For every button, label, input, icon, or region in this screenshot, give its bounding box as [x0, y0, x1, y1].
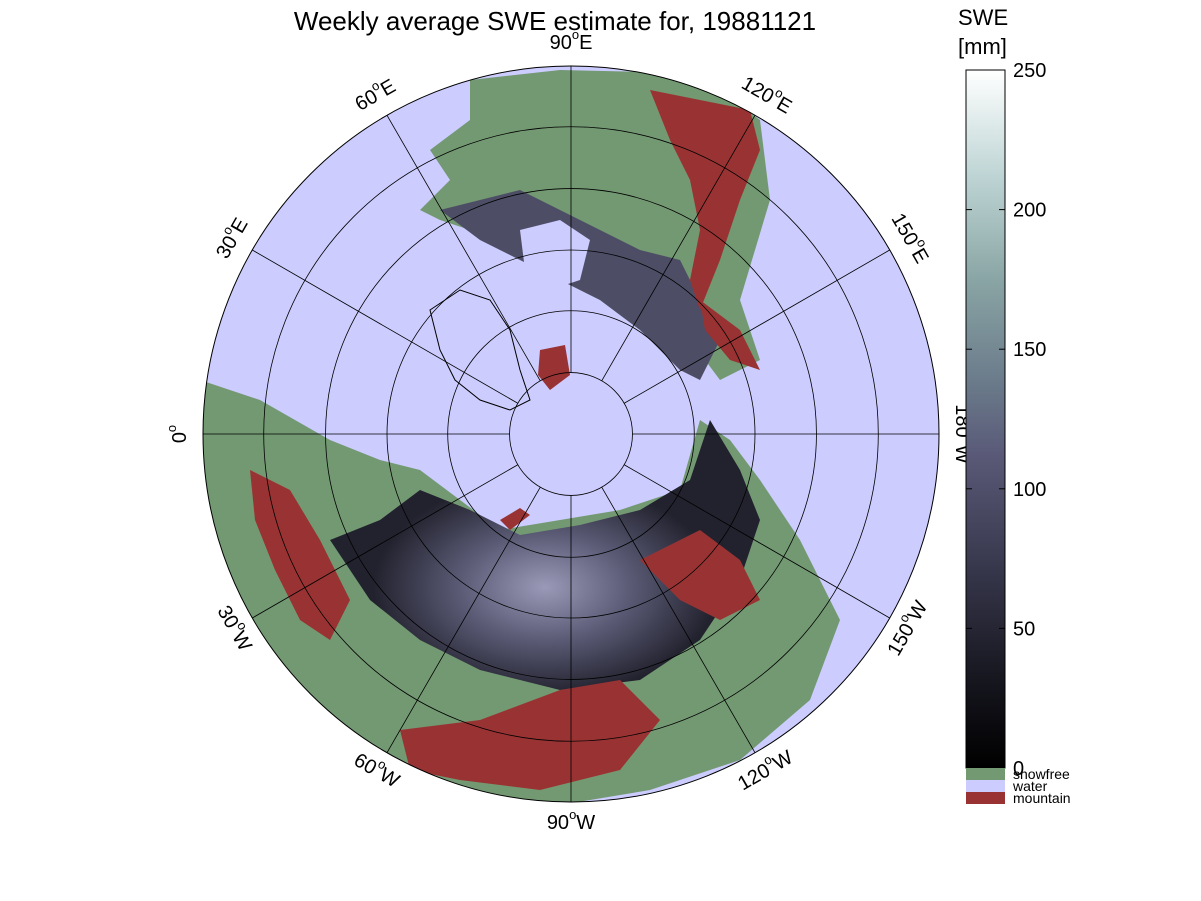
legend-swatch-snowfree	[966, 768, 1005, 780]
mountain-alaska	[700, 300, 760, 370]
legend-label-water: water	[1012, 778, 1048, 794]
longitude-label: 90oW	[547, 807, 595, 834]
colorbar-gradient	[965, 69, 1006, 769]
mountain-alps-caucasus	[250, 470, 350, 640]
novaya-zemlya	[500, 508, 530, 530]
legend-swatch-mountain	[966, 792, 1005, 804]
colorbar-tick-label: 200	[1013, 200, 1046, 222]
legend-label-mountain: mountain	[1013, 790, 1071, 806]
meridian-line	[601, 115, 756, 381]
colorbar: SWE [mm] 0 50 100 150 200 250	[958, 5, 1046, 780]
water-hudson-bay	[520, 220, 590, 290]
colorbar-tick-label: 0	[1013, 758, 1024, 780]
mountain-rockies	[650, 90, 760, 310]
colorbar-tick-label: 50	[1013, 618, 1035, 640]
longitude-labels: 90oW60oW30oW0o30oE60oE90oE120oE150oE180o…	[164, 27, 977, 834]
meridian-line	[252, 464, 518, 619]
colorbar-unit: [mm]	[958, 34, 1007, 59]
chart-title: Weekly average SWE estimate for, 1988112…	[294, 6, 816, 36]
meridian-line	[624, 249, 890, 404]
longitude-label: 60oE	[349, 71, 400, 116]
legend-swatch-water	[966, 780, 1005, 792]
meridian-line	[624, 464, 890, 619]
colorbar-tick-label: 100	[1013, 479, 1046, 501]
meridian-line	[386, 487, 541, 753]
longitude-label: 30oE	[208, 212, 253, 263]
meridian-line	[252, 249, 518, 404]
colorbar-tick-label: 250	[1013, 60, 1046, 82]
greenland-mountain	[538, 345, 570, 390]
legend-label-snowfree: snowfree	[1013, 766, 1070, 782]
map-border	[202, 65, 940, 803]
mountain-central-asia	[400, 680, 660, 790]
colorbar-tick-label: 150	[1013, 339, 1046, 361]
greenland	[429, 289, 531, 411]
mountain-siberia	[640, 530, 760, 620]
snow-north-america	[440, 190, 720, 380]
colorbar-title: SWE	[958, 5, 1008, 30]
longitude-label: 0o	[164, 425, 191, 443]
snow-eurasia	[330, 420, 760, 690]
colorbar-ticks: 0 50 100 150 200 250	[966, 60, 1046, 780]
meridian-line	[386, 115, 541, 381]
longitude-label: 90oE	[550, 27, 593, 54]
graticule	[203, 66, 939, 802]
meridian-line	[601, 487, 756, 753]
